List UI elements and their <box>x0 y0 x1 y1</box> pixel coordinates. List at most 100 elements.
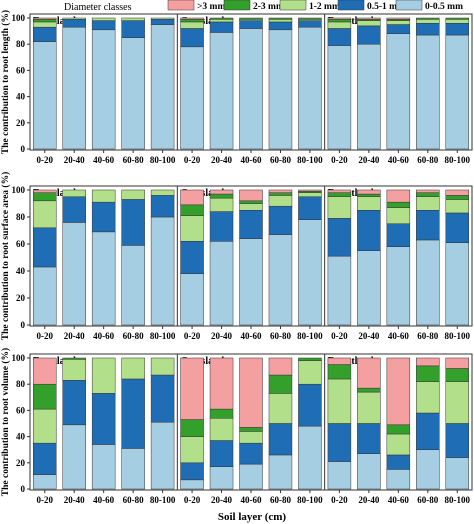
bar-segment-c23 <box>239 17 263 20</box>
bar-segment-c051 <box>121 199 145 246</box>
bar-segment-c12 <box>386 433 411 456</box>
bar-segment-c005 <box>416 239 440 326</box>
bar-segment-c23 <box>268 374 293 394</box>
bar-segment-c12 <box>180 436 204 464</box>
bar-segment-c12 <box>416 19 440 24</box>
bar-segment-c051 <box>357 423 381 454</box>
bar-segment-c23 <box>327 19 352 23</box>
bar-segment-c051 <box>150 19 175 25</box>
bar-segment-gt3 <box>445 357 470 369</box>
x-tick-label: 0-20 <box>36 331 53 341</box>
x-tick-label: 40-60 <box>93 155 114 165</box>
x-tick-label: 20-40 <box>64 155 85 165</box>
bar-segment-c23 <box>268 17 293 20</box>
x-tick-label: 40-60 <box>241 495 262 505</box>
bar-segment-c005 <box>209 32 234 150</box>
bar-segment-c12 <box>357 391 381 424</box>
bar-segment-gt3 <box>327 17 352 20</box>
x-axis-label: Soil layer (cm) <box>218 511 287 523</box>
bar-segment-c005 <box>62 222 86 326</box>
bar-segment-c051 <box>445 423 470 458</box>
bar-segment-c23 <box>32 19 57 23</box>
bar-segment-c12 <box>445 199 470 214</box>
bar-segment-c23 <box>268 192 293 196</box>
bar-segment-c23 <box>327 192 352 197</box>
bar-segment-c12 <box>327 196 352 219</box>
bar-segment-c051 <box>62 196 86 223</box>
bar-segment-c12 <box>32 21 57 28</box>
bar-segment-gt3 <box>32 189 57 193</box>
bar-segment-gt3 <box>180 17 204 20</box>
bar-segment-gt3 <box>209 357 234 410</box>
bar-segment-c12 <box>180 215 204 242</box>
bar-segment-gt3 <box>239 189 263 202</box>
bar-segment-c051 <box>209 211 234 242</box>
bar-segment-c051 <box>121 378 145 449</box>
bar-segment-c12 <box>268 393 293 424</box>
bar-segment-gt3 <box>357 357 381 389</box>
legend-swatch-c005 <box>395 0 423 11</box>
bar-segment-c051 <box>180 462 204 481</box>
x-tick-label: 0-20 <box>36 155 53 165</box>
bar-segment-gt3 <box>416 357 440 367</box>
bar-segment-c051 <box>180 241 204 274</box>
bar-segment-c051 <box>298 383 322 427</box>
bar-segment-gt3 <box>416 189 440 193</box>
x-tick-label: 80-100 <box>150 155 176 165</box>
x-tick-label: 20-40 <box>211 331 232 341</box>
bar-segment-c005 <box>386 469 411 490</box>
bar-segment-c005 <box>239 238 263 326</box>
bar-segment-c23 <box>180 419 204 437</box>
y-tick-label: 0 <box>21 320 26 330</box>
bar-segment-c051 <box>268 21 293 31</box>
bar-segment-c051 <box>386 24 411 34</box>
bar-segment-c12 <box>91 189 116 203</box>
legend-swatch-c12 <box>279 0 307 11</box>
x-tick-label: 0-20 <box>184 155 201 165</box>
bar-segment-c005 <box>386 33 411 150</box>
bar-segment-c051 <box>416 22 440 36</box>
bar-segment-c23 <box>62 357 86 360</box>
bar-segment-c23 <box>180 204 204 216</box>
x-tick-label: 20-40 <box>358 155 379 165</box>
bar-segment-c005 <box>121 245 145 326</box>
x-tick-label: 0-20 <box>331 331 348 341</box>
bar-segment-c12 <box>209 197 234 212</box>
y-tick-label: 20 <box>16 118 26 128</box>
bar-segment-c051 <box>150 195 175 218</box>
bar-segment-c005 <box>357 453 381 490</box>
bar-segment-c23 <box>445 195 470 200</box>
bar-segment-c051 <box>239 442 263 465</box>
x-tick-label: 0-20 <box>184 495 201 505</box>
bar-segment-gt3 <box>327 189 352 193</box>
bar-segment-c005 <box>209 241 234 326</box>
bar-segment-c005 <box>150 216 175 326</box>
bar-segment-c005 <box>416 449 440 490</box>
y-tick-label: 20 <box>16 458 26 468</box>
bar-segment-c051 <box>268 205 293 235</box>
bar-segment-gt3 <box>180 189 204 206</box>
bar-segment-c051 <box>298 196 322 220</box>
bar-segment-c23 <box>209 193 234 199</box>
y-tick-label: 0 <box>21 484 26 494</box>
bar-segment-c12 <box>386 20 411 25</box>
bar-segment-c005 <box>62 424 86 490</box>
bar-segment-c051 <box>32 442 57 475</box>
x-tick-label: 40-60 <box>93 331 114 341</box>
bar-segment-c051 <box>416 210 440 241</box>
y-tick-label: 100 <box>12 185 26 195</box>
legend-swatch-gt3 <box>167 0 195 11</box>
bar-segment-c12 <box>91 17 116 21</box>
bar-segment-c005 <box>445 242 470 326</box>
x-tick-label: 60-80 <box>123 495 144 505</box>
legend-swatch-c051 <box>337 0 365 11</box>
y-tick-label: 40 <box>16 432 26 442</box>
bar-segment-c005 <box>327 45 352 150</box>
x-tick-label: 40-60 <box>388 155 409 165</box>
y-tick-label: 80 <box>16 379 26 389</box>
bar-segment-c23 <box>327 364 352 380</box>
bar-segment-gt3 <box>357 189 381 195</box>
bar-segment-c23 <box>416 192 440 197</box>
bar-segment-gt3 <box>268 189 293 193</box>
bar-segment-gt3 <box>180 357 204 420</box>
